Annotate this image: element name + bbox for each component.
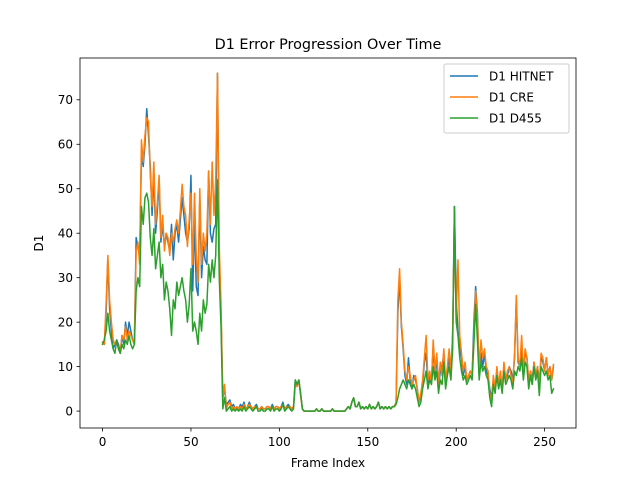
y-tick-label: 50 [58,182,73,196]
x-tick-label: 50 [183,435,198,449]
x-tick-label: 100 [268,435,291,449]
y-axis: 0 10 20 30 40 50 60 70 [58,93,80,418]
x-axis: 0 50 100 150 200 250 [99,428,556,449]
y-axis-label: D1 [32,235,46,252]
y-tick-label: 0 [65,404,73,418]
y-tick-label: 20 [58,315,73,329]
y-tick-label: 40 [58,227,73,241]
legend-label-1: D1 HITNET [489,69,554,83]
legend-label-2: D1 CRE [489,90,534,104]
series-layer [101,72,555,412]
legend-label-3: D1 D455 [489,111,542,125]
chart-title: D1 Error Progression Over Time [215,37,442,53]
y-tick-label: 10 [58,360,73,374]
legend: D1 HITNET D1 CRE D1 D455 [443,63,570,134]
y-tick-label: 60 [58,138,73,152]
x-axis-label: Frame Index [291,456,365,470]
plot-frame [79,57,577,429]
y-tick-label: 70 [58,93,73,107]
x-tick-label: 200 [445,435,468,449]
y-tick-label: 30 [58,271,73,285]
x-tick-label: 250 [533,435,556,449]
x-tick-label: 150 [356,435,379,449]
series-line-3 [101,179,555,412]
x-tick-label: 0 [99,435,107,449]
legend-box [443,63,570,134]
